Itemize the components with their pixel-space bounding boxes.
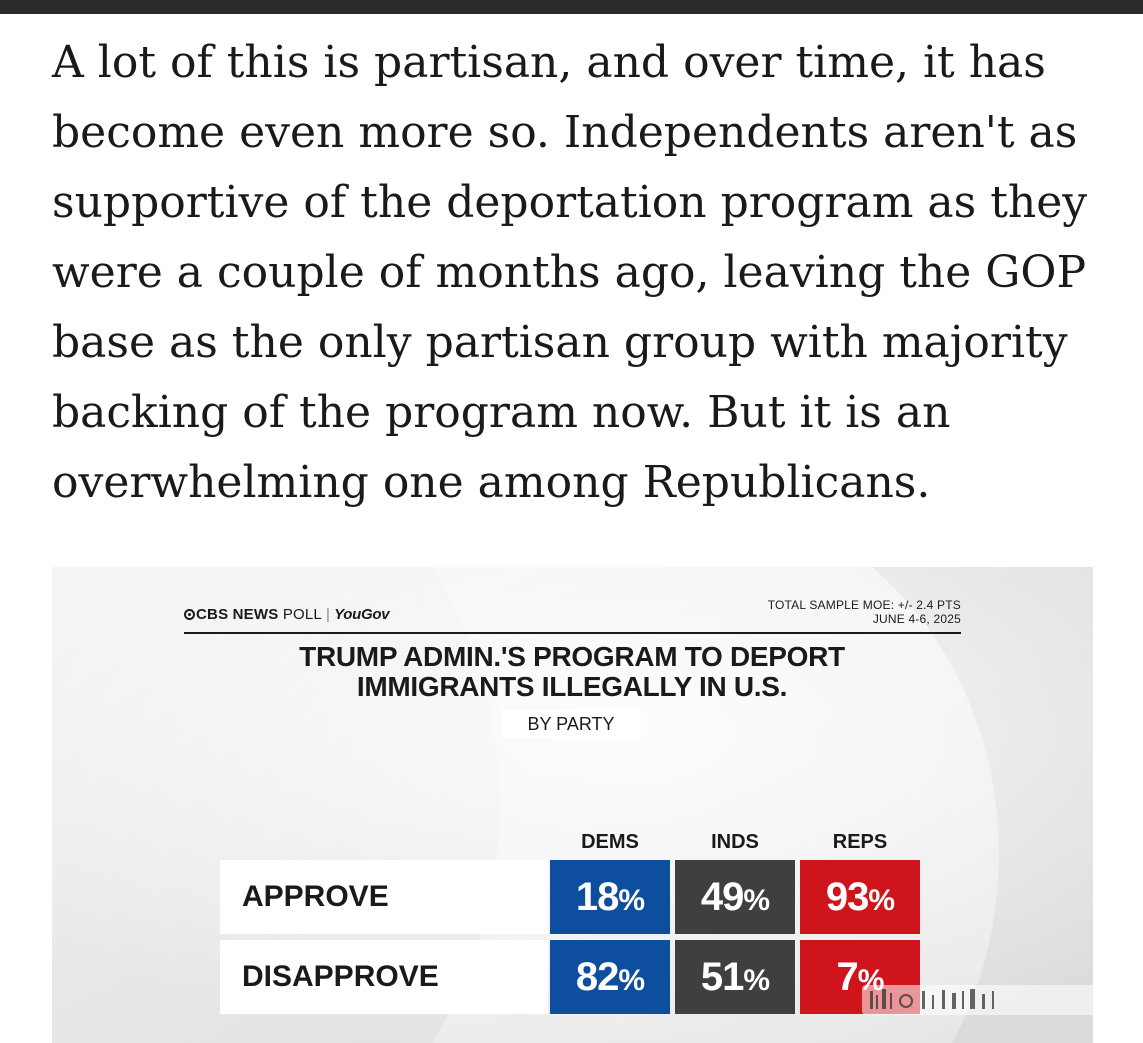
row-label-approve: APPROVE	[220, 860, 548, 934]
yougov-label: YouGov	[334, 606, 390, 623]
cbs-eye-icon	[184, 609, 195, 620]
article-paragraph: A lot of this is partisan, and over time…	[52, 37, 1088, 508]
poll-graphic: CBS NEWS POLL | YouGov TOTAL SAMPLE MOE: +…	[52, 567, 1093, 1043]
row-label-disapprove: DISAPPROVE	[220, 940, 548, 1014]
value-cell-approve-reps: 93%	[800, 860, 920, 934]
cbs-news-label: CBS NEWS	[196, 606, 279, 623]
poll-date: JUNE 4-6, 2025	[872, 612, 961, 626]
value-cell-disapprove-inds: 51%	[675, 940, 795, 1014]
poll-source-logo: CBS NEWS POLL | YouGov	[184, 606, 390, 623]
platform-watermark-icon	[862, 985, 1093, 1015]
chart-title-line-2: IMMIGRANTS ILLEGALLY IN U.S.	[356, 671, 788, 702]
value-cell-approve-inds: 49%	[675, 860, 795, 934]
chart-subtitle: BY PARTY	[501, 710, 641, 738]
top-bar	[0, 0, 1143, 14]
chart-title-line-1: TRUMP ADMIN.'S PROGRAM TO DEPORT	[299, 641, 845, 672]
column-header-dems: DEMS	[581, 831, 639, 853]
poll-label: POLL	[282, 606, 322, 623]
chart-title: TRUMP ADMIN.'S PROGRAM TO DEPORT IMMIGRA…	[172, 642, 972, 702]
value-cell-approve-dems: 18%	[550, 860, 670, 934]
column-header-reps: REPS	[832, 831, 888, 853]
source-separator: |	[325, 606, 331, 623]
header-divider	[184, 632, 961, 634]
margin-of-error: TOTAL SAMPLE MOE: +/- 2.4 PTS JUNE 4-6, …	[768, 598, 961, 626]
value-cell-disapprove-dems: 82%	[550, 940, 670, 1014]
moe-text: TOTAL SAMPLE MOE: +/- 2.4 PTS	[767, 598, 961, 612]
column-header-inds: INDS	[711, 831, 759, 853]
